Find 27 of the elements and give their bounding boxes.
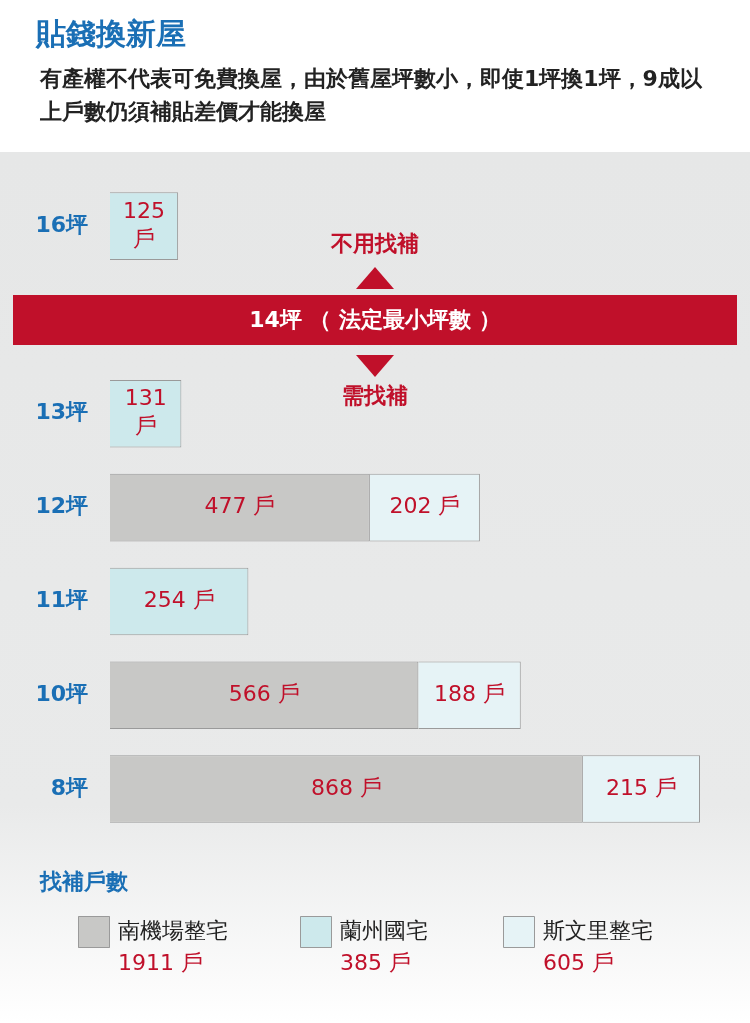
y-tick-label: 16坪 (35, 211, 88, 237)
data-label: 477 戶 (204, 493, 276, 519)
data-label: 868 戶 (310, 774, 382, 800)
legend-title: 找補戶數 (40, 868, 128, 896)
y-tick-label: 8坪 (50, 774, 88, 800)
y-tick-label: 12坪 (35, 493, 88, 519)
y-tick-label: 10坪 (35, 680, 88, 706)
legend-label: 南機場整宅 (118, 917, 228, 943)
data-label: 131 戶 (124, 385, 167, 439)
data-label: 215 戶 (605, 774, 677, 800)
annotation: 不用找補 (330, 230, 419, 256)
y-tick-label: 13坪 (35, 399, 88, 425)
data-label: 566 戶 (228, 680, 300, 706)
text: 1911 戶 (118, 949, 203, 975)
data-label: 202 戶 (389, 493, 461, 519)
legend-label: 斯文里整宅 (543, 917, 653, 943)
text: 605 戶 (543, 949, 614, 975)
data-label: 188 戶 (434, 680, 506, 706)
chart-title: 貼錢換新屋 (36, 15, 186, 53)
data-label: 254 戶 (143, 587, 215, 613)
text: 385 戶 (340, 949, 411, 975)
legend-label: 蘭州國宅 (340, 917, 428, 943)
chart-subtitle: 有產權不代表可免費換屋，由於舊屋坪數小，即使1坪換1坪，9成以上戶數仍須補貼差價才能換屋 (40, 65, 703, 126)
banner: 14坪 （ 法定最小坪數 ） (13, 294, 737, 345)
data-label: 125 戶 (123, 197, 166, 251)
y-tick-label: 11坪 (35, 587, 88, 613)
annotation: 需找補 (342, 382, 408, 408)
